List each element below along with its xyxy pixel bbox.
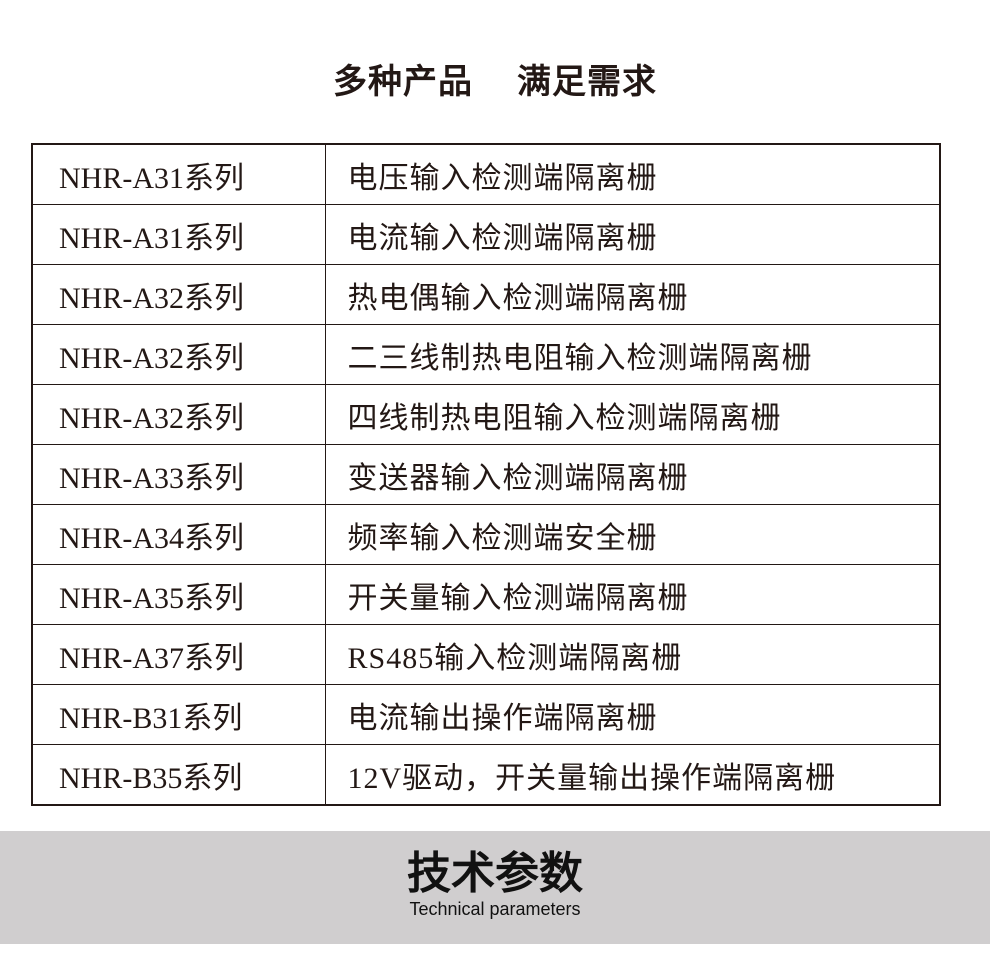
section-banner: 技术参数 Technical parameters	[0, 831, 990, 944]
series-cell: NHR-A31系列	[31, 143, 326, 205]
table-row: NHR-A31系列 电流输入检测端隔离栅	[31, 204, 941, 265]
table-row: NHR-A32系列 二三线制热电阻输入检测端隔离栅	[31, 324, 941, 385]
series-cell: NHR-B31系列	[31, 684, 326, 745]
description-cell: 变送器输入检测端隔离栅	[324, 444, 941, 505]
description-cell: 二三线制热电阻输入检测端隔离栅	[324, 324, 941, 385]
series-cell: NHR-A35系列	[31, 564, 326, 625]
table-row: NHR-A33系列 变送器输入检测端隔离栅	[31, 444, 941, 505]
series-cell: NHR-A32系列	[31, 264, 326, 325]
table-row: NHR-A31系列 电压输入检测端隔离栅	[31, 143, 941, 205]
series-cell: NHR-A33系列	[31, 444, 326, 505]
series-cell: NHR-A32系列	[31, 324, 326, 385]
table-row: NHR-A37系列 RS485输入检测端隔离栅	[31, 624, 941, 685]
table-row: NHR-A35系列 开关量输入检测端隔离栅	[31, 564, 941, 625]
section-title: 技术参数	[407, 848, 583, 899]
description-cell: RS485输入检测端隔离栅	[324, 624, 941, 685]
description-cell: 热电偶输入检测端隔离栅	[324, 264, 941, 325]
series-cell: NHR-A34系列	[31, 504, 326, 565]
table-row: NHR-B31系列 电流输出操作端隔离栅	[31, 684, 941, 745]
series-cell: NHR-A37系列	[31, 624, 326, 685]
description-cell: 开关量输入检测端隔离栅	[324, 564, 941, 625]
series-cell: NHR-A32系列	[31, 384, 326, 445]
description-cell: 四线制热电阻输入检测端隔离栅	[324, 384, 941, 445]
table-row: NHR-A32系列 四线制热电阻输入检测端隔离栅	[31, 384, 941, 445]
table-row: NHR-B35系列 12V驱动，开关量输出操作端隔离栅	[31, 744, 941, 806]
table-row: NHR-A32系列 热电偶输入检测端隔离栅	[31, 264, 941, 325]
description-cell: 12V驱动，开关量输出操作端隔离栅	[324, 744, 941, 806]
description-cell: 频率输入检测端安全栅	[324, 504, 941, 565]
title-part-1: 多种产品	[333, 62, 473, 102]
section-subtitle: Technical parameters	[409, 899, 581, 919]
description-cell: 电流输出操作端隔离栅	[324, 684, 941, 745]
title-part-2: 满足需求	[517, 62, 657, 102]
table-row: NHR-A34系列 频率输入检测端安全栅	[31, 504, 941, 565]
description-cell: 电流输入检测端隔离栅	[324, 204, 941, 265]
series-cell: NHR-B35系列	[31, 744, 326, 806]
product-table: NHR-A31系列 电压输入检测端隔离栅 NHR-A31系列 电流输入检测端隔离栅 NH…	[31, 143, 941, 806]
page-title: 多种产品 满足需求	[0, 54, 990, 103]
description-cell: 电压输入检测端隔离栅	[324, 143, 941, 205]
series-cell: NHR-A31系列	[31, 204, 326, 265]
